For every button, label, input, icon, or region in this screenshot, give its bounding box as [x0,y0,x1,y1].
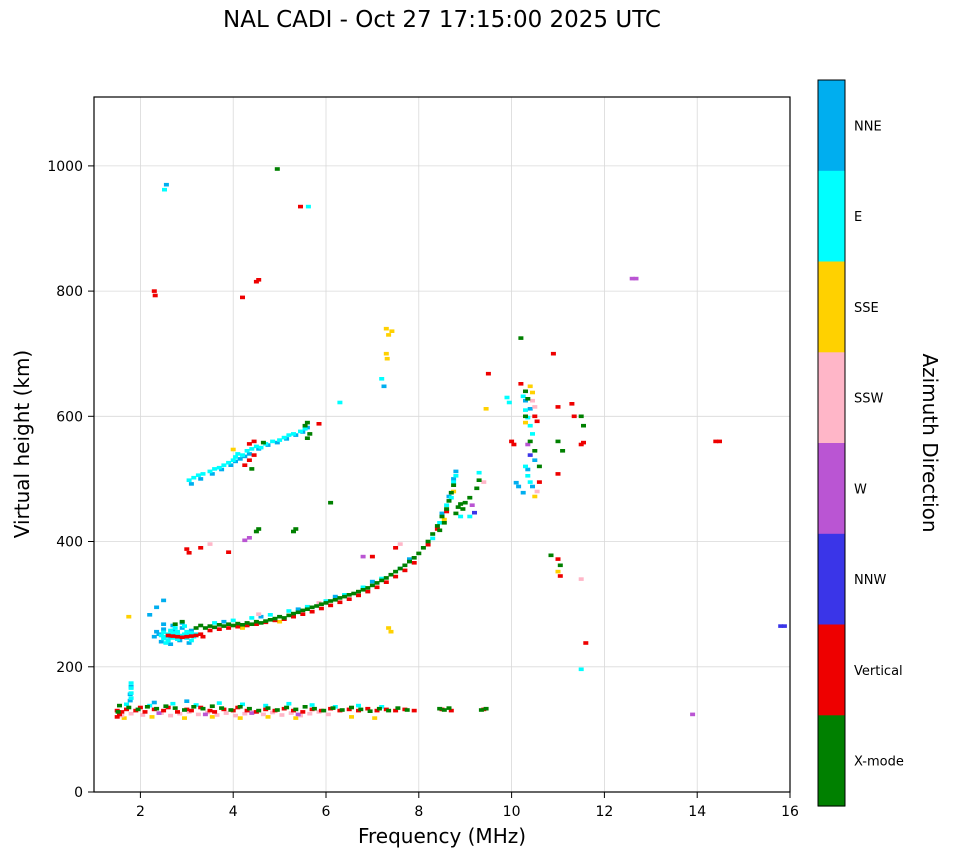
y-axis-label: Virtual height (km) [10,349,34,539]
svg-text:6: 6 [322,804,331,820]
svg-text:8: 8 [414,804,423,820]
x-axis-label: Frequency (MHz) [357,824,527,848]
svg-text:14: 14 [688,804,706,820]
svg-text:1000: 1000 [47,159,83,175]
svg-text:W: W [854,482,867,497]
svg-text:10: 10 [503,804,521,820]
y-axis: 0 200 400 600 800 1000 [47,159,94,801]
svg-text:E: E [854,210,862,225]
svg-text:0: 0 [74,785,83,801]
plot-frame [93,96,791,793]
svg-text:NNW: NNW [854,573,886,588]
svg-text:200: 200 [56,660,83,676]
svg-text:NNE: NNE [854,119,882,134]
svg-text:SSW: SSW [854,392,884,407]
svg-text:X-mode: X-mode [854,755,904,770]
colorbar-axis-label: Azimuth Direction [918,353,942,533]
svg-text:600: 600 [56,409,83,425]
svg-text:800: 800 [56,284,83,300]
svg-text:400: 400 [56,535,83,551]
svg-text:4: 4 [229,804,238,820]
svg-text:16: 16 [781,804,799,820]
svg-text:Vertical: Vertical [854,664,903,679]
svg-text:2: 2 [136,804,145,820]
svg-text:12: 12 [595,804,613,820]
svg-text:SSE: SSE [854,301,879,316]
gridlines [94,97,791,793]
chart-title: NAL CADI - Oct 27 17:15:00 2025 UTC [223,7,661,33]
scatter-points [114,167,787,720]
colorbar: NNE E SSE SSW W NNW Vertical X-mode [817,79,904,807]
x-axis: 2 4 6 8 10 12 14 16 [136,792,799,820]
